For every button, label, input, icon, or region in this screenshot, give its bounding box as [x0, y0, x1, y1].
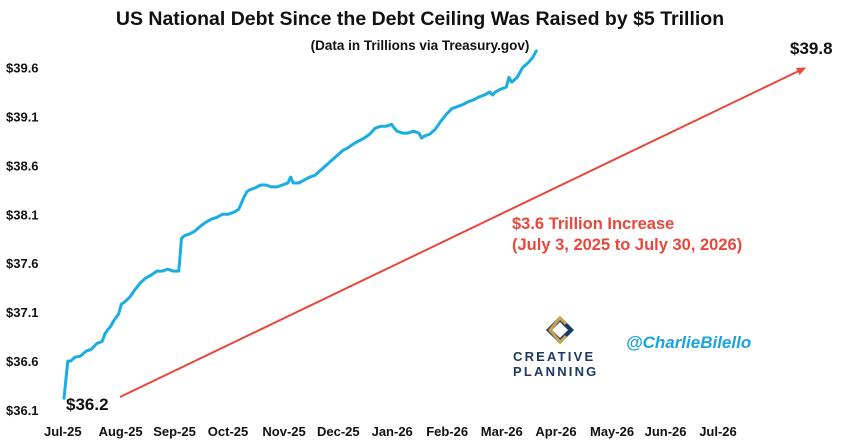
- x-tick-label: Jul-25: [44, 424, 82, 439]
- series-line-national-debt: [62, 49, 538, 400]
- y-tick-label: $36.1: [6, 403, 39, 418]
- increase-annotation-line2: (July 3, 2025 to July 30, 2026): [512, 236, 742, 254]
- x-tick-label: Dec-25: [317, 424, 360, 439]
- x-tick-label: May-26: [590, 424, 634, 439]
- x-tick-label: Aug-25: [99, 424, 143, 439]
- y-tick-label: $37.1: [6, 305, 39, 320]
- x-tick-label: Nov-25: [262, 424, 305, 439]
- creative-planning-logo: CREATIVE PLANNING: [513, 315, 599, 379]
- x-tick-label: Oct-25: [208, 424, 248, 439]
- logo-word-creative: CREATIVE: [513, 349, 595, 364]
- increase-arrow: [119, 67, 806, 398]
- y-tick-label: $39.6: [6, 61, 39, 76]
- start-value-label: $36.2: [66, 395, 109, 414]
- end-value-label: $39.8: [790, 39, 833, 58]
- chart-title: US National Debt Since the Debt Ceiling …: [116, 8, 724, 30]
- y-tick-label: $39.1: [6, 109, 39, 124]
- increase-annotation-line1: $3.6 Trillion Increase: [512, 215, 674, 233]
- logo-word-planning: PLANNING: [513, 364, 599, 379]
- x-tick-label: Mar-26: [481, 424, 523, 439]
- author-handle: @CharlieBilello: [626, 333, 751, 352]
- chart-subtitle: (Data in Trillions via Treasury.gov): [311, 38, 530, 53]
- logo-emblem-icon: [546, 315, 574, 345]
- x-tick-label: Jan-26: [372, 424, 413, 439]
- y-tick-label: $38.6: [6, 158, 39, 173]
- x-tick-label: Jul-26: [699, 424, 737, 439]
- x-axis-labels: Jul-25 Aug-25 Sep-25 Oct-25 Nov-25 Dec-25 Jan-…: [44, 424, 737, 439]
- y-tick-label: $36.6: [6, 354, 39, 369]
- x-tick-label: Feb-26: [426, 424, 468, 439]
- x-tick-label: Apr-26: [535, 424, 576, 439]
- y-axis-labels: $36.1 $36.6 $37.1 $37.6 $38.1 $38.6 $39.1 $39.6: [6, 61, 39, 418]
- y-tick-label: $38.1: [6, 207, 39, 222]
- x-tick-label: Jun-26: [645, 424, 687, 439]
- y-tick-label: $37.6: [6, 256, 39, 271]
- x-tick-label: Sep-25: [153, 424, 196, 439]
